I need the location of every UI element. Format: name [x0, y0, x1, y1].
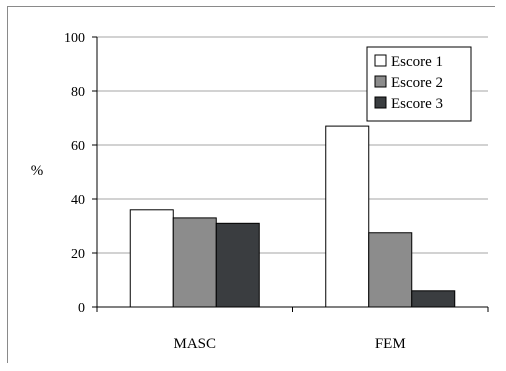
legend-label: Escore 3 [391, 96, 443, 112]
legend-swatch [374, 96, 387, 109]
bar-masc-1 [129, 209, 174, 308]
x-tick-label: FEM [375, 336, 406, 352]
x-tick-label: MASC [173, 336, 216, 352]
bar-fem-3 [411, 290, 456, 308]
y-tick-labels: 0 20 40 60 80 100 [64, 31, 85, 316]
legend-label: Escore 2 [391, 75, 443, 91]
y-axis-label: % [31, 163, 44, 179]
bars [129, 125, 456, 308]
y-tick-label: 60 [71, 139, 85, 154]
bar-fem-1 [325, 125, 370, 308]
y-tick-label: 80 [71, 85, 85, 100]
chart-frame [7, 6, 495, 363]
x-tick-labels: MASC FEM [173, 336, 405, 352]
legend-swatch [374, 54, 387, 67]
y-tick-label: 0 [78, 301, 85, 316]
legend: Escore 1 Escore 2 Escore 3 [366, 46, 472, 122]
y-tick-label: 100 [64, 31, 85, 46]
bar-fem-2 [368, 232, 413, 308]
legend-swatch [374, 75, 387, 88]
legend-label: Escore 1 [391, 54, 443, 70]
bar-masc-2 [172, 217, 217, 308]
bar-masc-3 [215, 222, 260, 308]
axes [92, 36, 489, 312]
y-tick-label: 20 [71, 247, 85, 262]
y-tick-label: 40 [71, 193, 85, 208]
